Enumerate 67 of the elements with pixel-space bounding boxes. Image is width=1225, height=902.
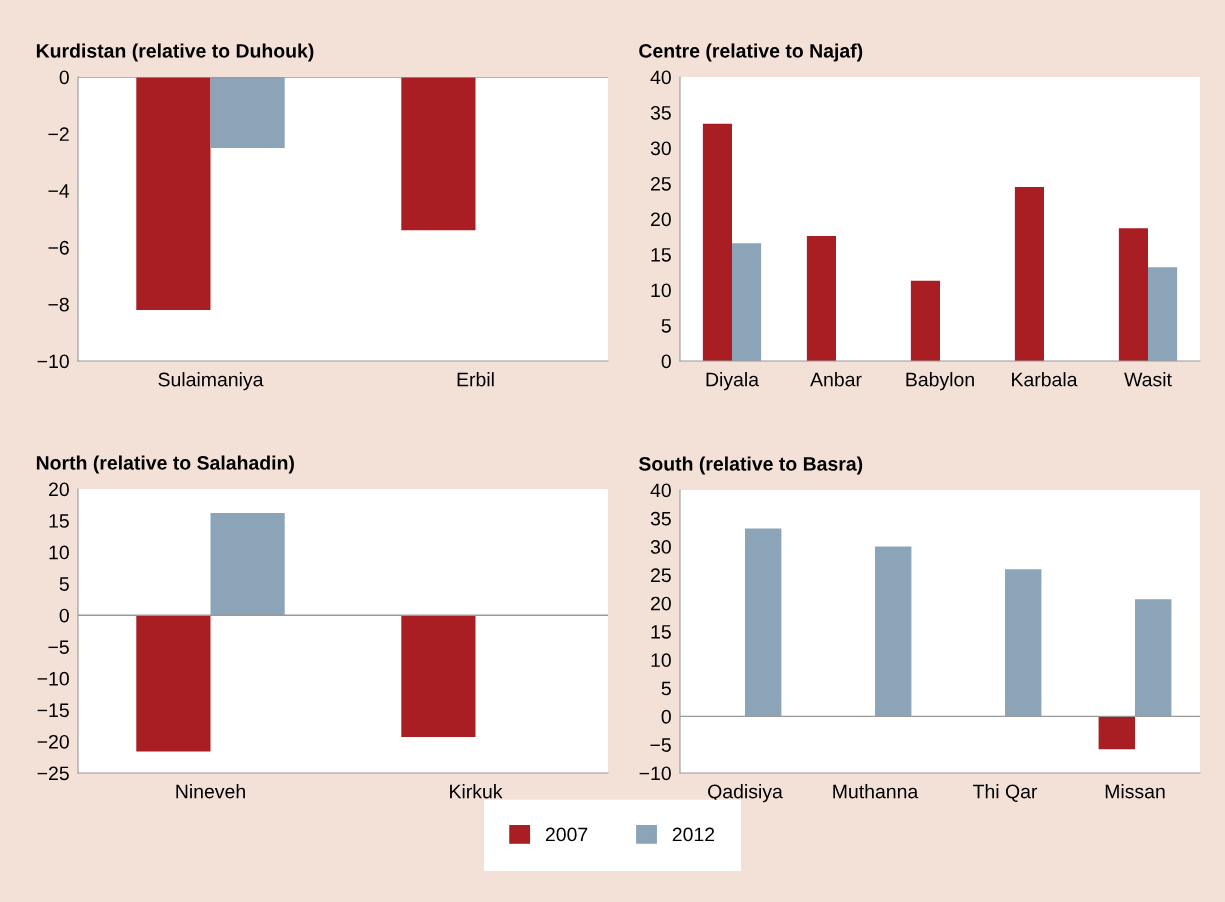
y-tick-label: 10 bbox=[651, 653, 671, 668]
bar bbox=[745, 528, 782, 717]
x-tick-label: Karbala bbox=[1012, 372, 1078, 387]
y-tick-label: 0 bbox=[59, 70, 69, 85]
y-tick-label: −8 bbox=[48, 297, 69, 312]
y-tick-label: 15 bbox=[651, 625, 671, 639]
x-tick-label: Nineveh bbox=[176, 784, 245, 799]
y-tick-label: −6 bbox=[48, 240, 69, 255]
y-tick-label: −4 bbox=[48, 184, 70, 198]
y-tick-label: −10 bbox=[37, 354, 69, 369]
y-tick-label: 40 bbox=[650, 70, 671, 85]
x-tick-label: Qadisiya bbox=[708, 784, 783, 803]
y-tick-label: 0 bbox=[661, 709, 671, 724]
y-tick-label: 5 bbox=[661, 681, 671, 696]
y-tick-label: −20 bbox=[37, 734, 69, 749]
y-tick-label: −2 bbox=[48, 127, 69, 141]
bar bbox=[875, 546, 912, 717]
y-tick-label: 30 bbox=[650, 540, 671, 554]
legend-label: 2007 bbox=[545, 827, 588, 842]
y-tick-label: 25 bbox=[651, 176, 671, 191]
chart-title: North (relative to Salahadin) bbox=[36, 455, 294, 474]
bar bbox=[1118, 228, 1148, 361]
x-tick-label: Kirkuk bbox=[450, 784, 503, 799]
y-tick-label: 20 bbox=[651, 596, 671, 611]
x-tick-label: Erbil bbox=[457, 372, 494, 387]
x-tick-label: Babylon bbox=[906, 372, 974, 391]
y-tick-label: −5 bbox=[48, 640, 69, 655]
y-tick-label: 5 bbox=[661, 319, 671, 333]
y-tick-label: 15 bbox=[49, 514, 69, 528]
y-tick-label: 10 bbox=[651, 283, 671, 298]
y-tick-label: 40 bbox=[650, 483, 671, 498]
x-tick-label: Diyala bbox=[706, 372, 760, 391]
chart-title: Kurdistan (relative to Duhouk) bbox=[36, 43, 314, 62]
y-tick-label: 20 bbox=[651, 212, 671, 227]
bar bbox=[910, 280, 940, 361]
y-tick-label: −25 bbox=[37, 766, 69, 781]
y-tick-label: 35 bbox=[650, 105, 671, 120]
chart-title: Centre (relative to Najaf) bbox=[639, 43, 863, 62]
x-tick-label: Anbar bbox=[810, 372, 862, 387]
bar bbox=[1098, 716, 1135, 750]
y-tick-label: 35 bbox=[650, 511, 671, 526]
y-tick-label: −15 bbox=[37, 703, 69, 718]
y-tick-label: −10 bbox=[639, 766, 671, 781]
bar bbox=[1014, 187, 1044, 361]
x-tick-label: Missan bbox=[1105, 784, 1165, 799]
y-tick-label: 5 bbox=[59, 577, 69, 591]
y-tick-label: −5 bbox=[650, 738, 671, 752]
y-tick-label: 0 bbox=[59, 608, 69, 623]
legend-label: 2012 bbox=[672, 827, 715, 842]
bar bbox=[1148, 267, 1178, 361]
y-tick-label: 30 bbox=[650, 141, 671, 156]
bar bbox=[1135, 599, 1172, 717]
y-tick-label: 25 bbox=[651, 568, 671, 583]
y-tick-label: 0 bbox=[661, 354, 671, 369]
bar bbox=[806, 236, 836, 361]
y-tick-label: 10 bbox=[49, 545, 69, 560]
y-tick-label: 20 bbox=[49, 482, 69, 497]
chart-title: South (relative to Basra) bbox=[638, 456, 863, 475]
y-tick-label: −10 bbox=[37, 671, 69, 686]
x-tick-label: Muthanna bbox=[833, 784, 919, 799]
x-tick-label: Sulaimaniya bbox=[158, 372, 264, 391]
bar bbox=[732, 243, 762, 361]
y-tick-label: 15 bbox=[651, 248, 671, 262]
bar bbox=[1005, 569, 1042, 717]
x-tick-label: Thi Qar bbox=[973, 784, 1038, 802]
x-tick-label: Wasit bbox=[1124, 372, 1172, 387]
bar bbox=[702, 123, 732, 361]
